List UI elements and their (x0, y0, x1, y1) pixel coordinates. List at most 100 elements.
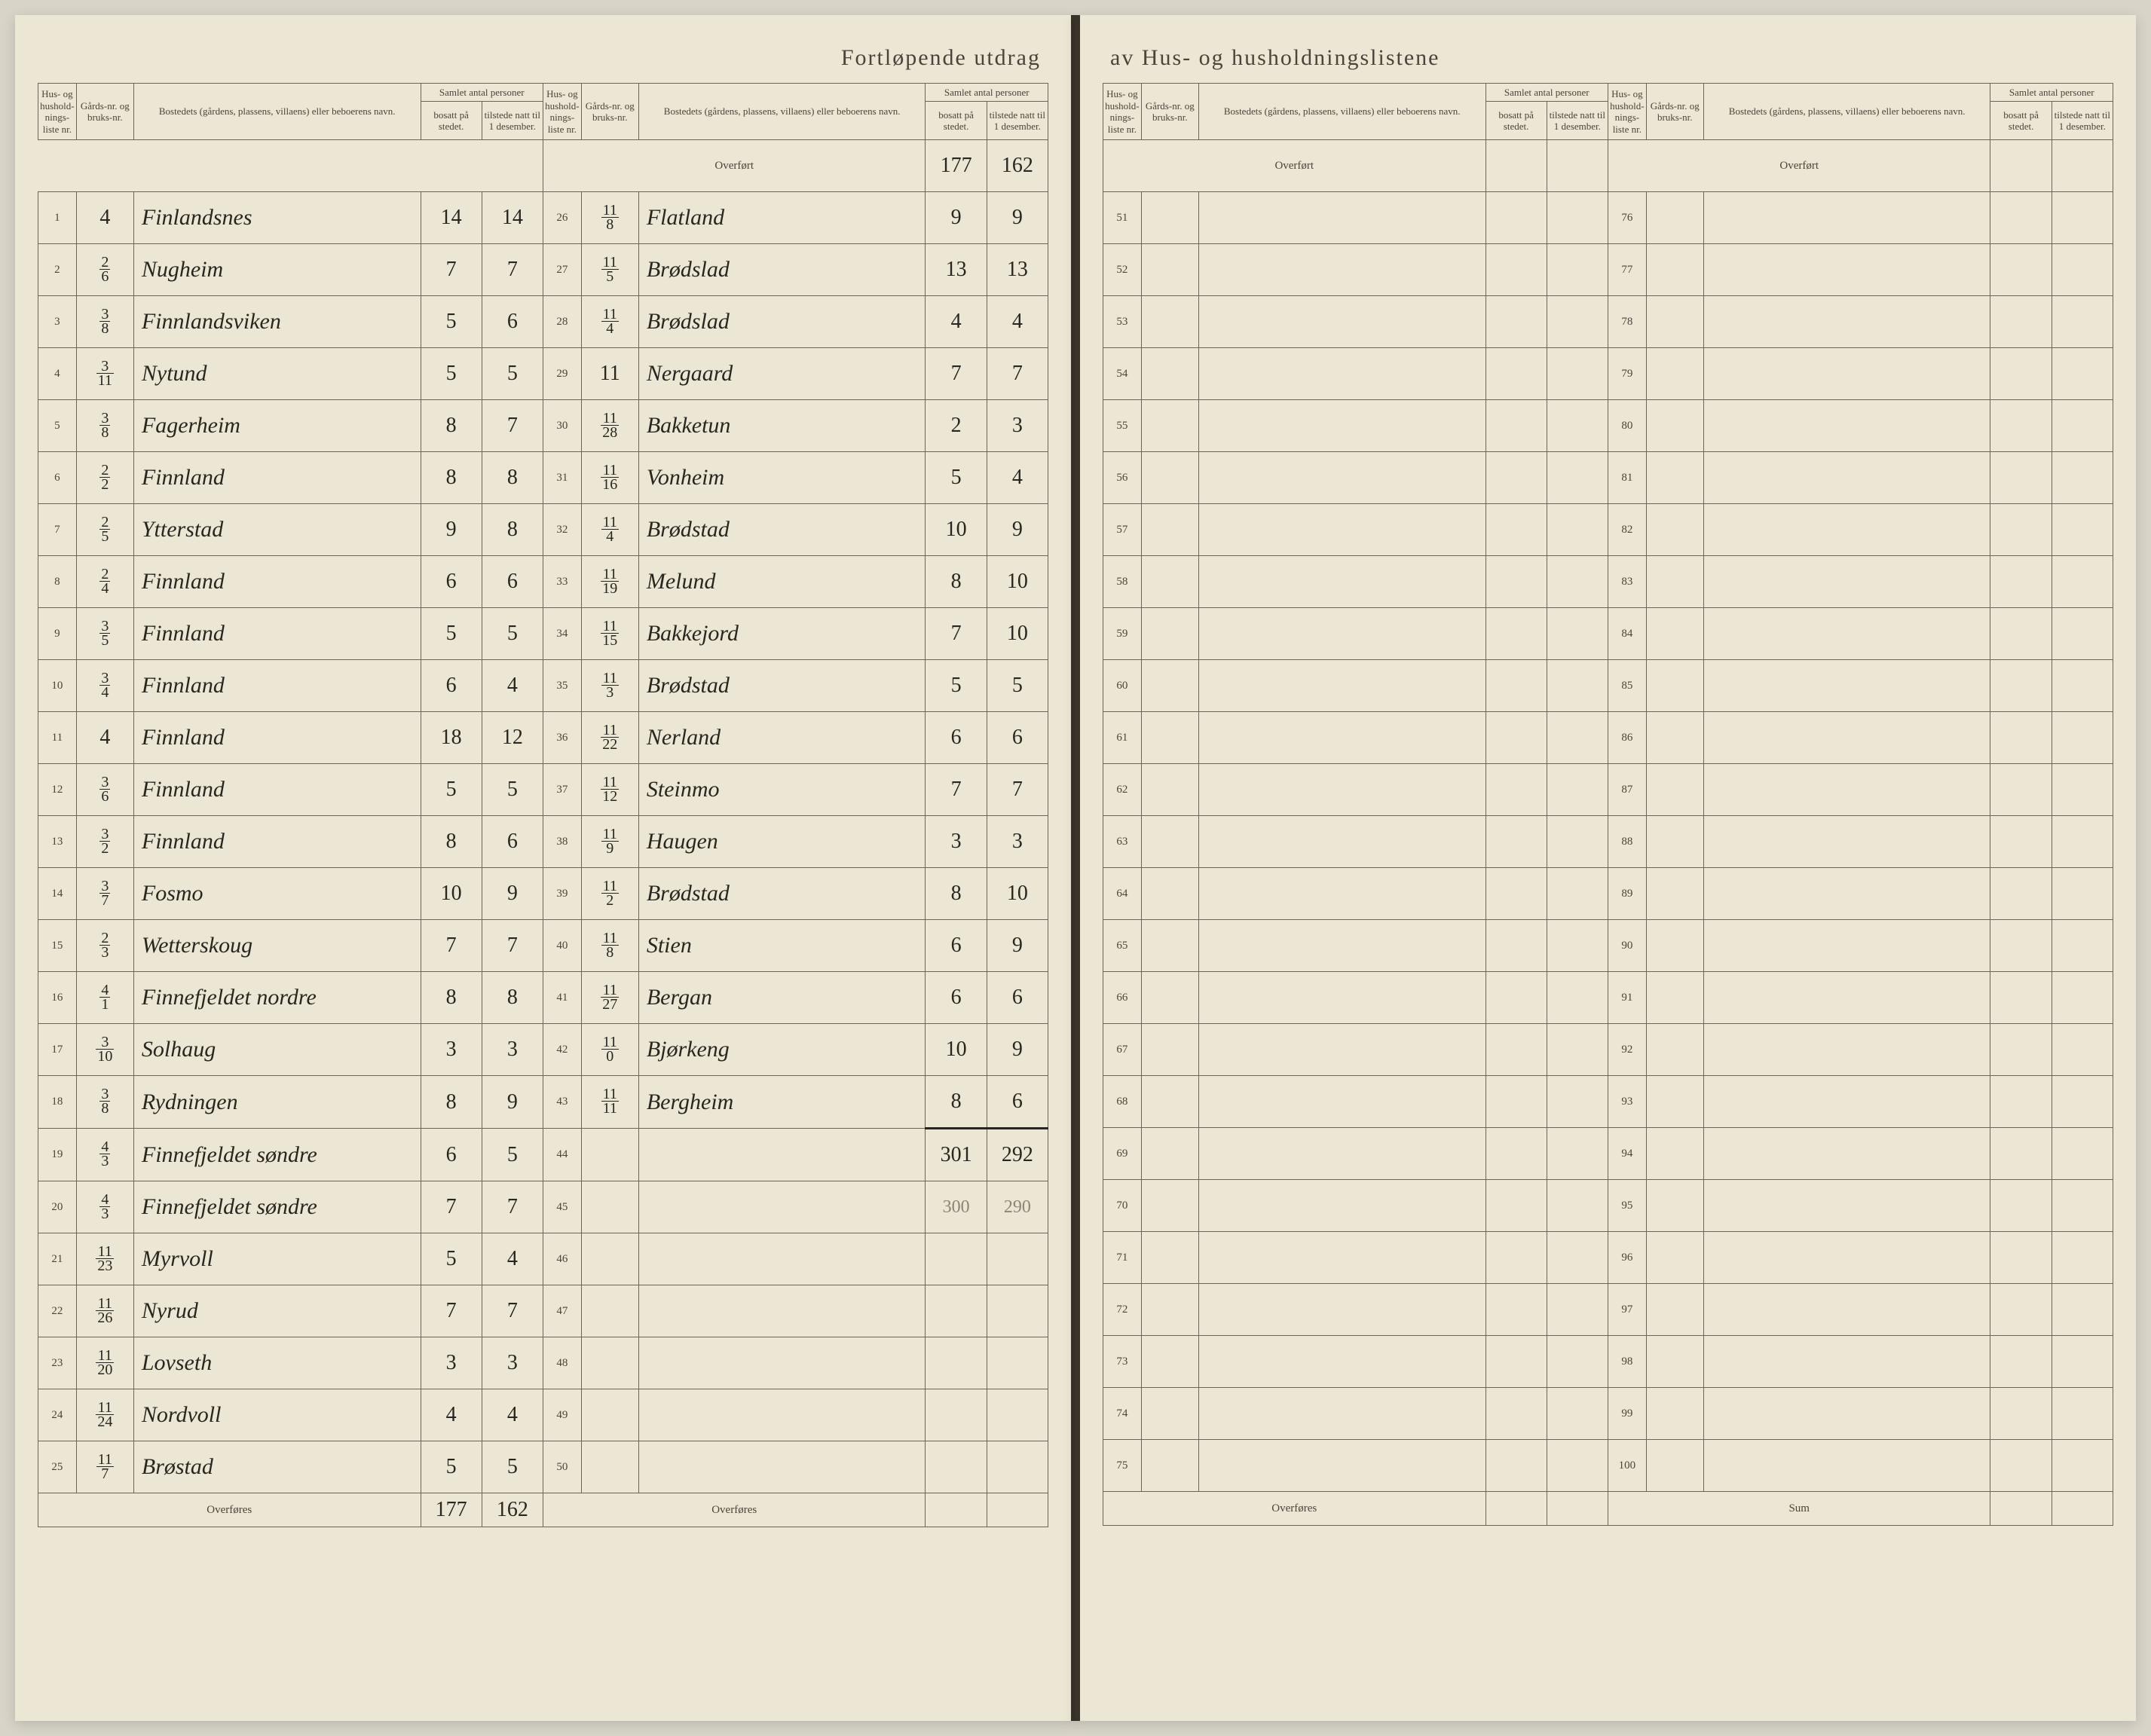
cell-bosatt (1486, 504, 1547, 556)
cell-tilstede (2052, 400, 2113, 452)
page-title-left: Fortløpende utdrag (841, 45, 1041, 71)
table-row: 5277 (1103, 244, 2113, 296)
cell-gard (1646, 1024, 1703, 1076)
cell-nr: 31 (543, 452, 581, 504)
overfort-label: Overført (543, 140, 926, 192)
cell-bosatt (1990, 712, 2052, 764)
cell-name: Flatland (638, 192, 926, 244)
cell-gard (1141, 1336, 1198, 1388)
cell-bosatt (1990, 1440, 2052, 1492)
cell-gard (1141, 1024, 1198, 1076)
cell-name (1198, 296, 1486, 348)
cell-nr: 55 (1103, 400, 1142, 452)
cell-tilstede (1547, 1024, 1608, 1076)
table-row: 6388 (1103, 816, 2113, 868)
cell-bosatt: 13 (926, 244, 987, 296)
cell-tilstede (1547, 920, 1608, 972)
overfort-bosatt (1486, 140, 1547, 192)
cell-name: Nytund (133, 348, 421, 400)
cell-tilstede (1547, 348, 1608, 400)
cell-nr: 46 (543, 1233, 581, 1285)
cell-tilstede (1547, 1336, 1608, 1388)
table-row: 824Finnland66331119Melund810 (38, 556, 1048, 608)
cell-tilstede: 9 (482, 1076, 543, 1129)
cell-nr: 72 (1103, 1284, 1142, 1336)
cell-gard: 38 (76, 400, 133, 452)
cell-gard (1646, 608, 1703, 660)
hdr-bosatt: bosatt på stedet. (421, 101, 482, 139)
cell-nr: 68 (1103, 1076, 1142, 1128)
table-row: 2043Finnefjeldet søndre7745300290 (38, 1181, 1048, 1233)
cell-tilstede (2052, 972, 2113, 1024)
cell-gard: 118 (581, 192, 638, 244)
table-row: 1641Finnefjeldet nordre88411127Bergan66 (38, 972, 1048, 1024)
table-row: 7196 (1103, 1232, 2113, 1284)
cell-tilstede (2052, 556, 2113, 608)
cell-gard: 310 (76, 1024, 133, 1076)
cell-tilstede (1547, 244, 1608, 296)
cell-gard: 11 (581, 348, 638, 400)
cell-bosatt: 6 (926, 920, 987, 972)
cell-nr: 24 (38, 1389, 77, 1441)
cell-gard: 43 (76, 1181, 133, 1233)
cell-nr: 36 (543, 712, 581, 764)
cell-tilstede: 6 (987, 972, 1048, 1024)
cell-gard (1141, 1076, 1198, 1128)
cell-gard: 23 (76, 920, 133, 972)
cell-bosatt (1486, 712, 1547, 764)
cell-gard (1646, 764, 1703, 816)
cell-nr: 79 (1608, 348, 1646, 400)
cell-bosatt (1990, 504, 2052, 556)
cell-nr: 9 (38, 608, 77, 660)
table-row: 6186 (1103, 712, 2113, 764)
overfores-bosatt: 177 (421, 1493, 482, 1527)
cell-name: Bakkejord (638, 608, 926, 660)
cell-gard: 38 (76, 296, 133, 348)
table-header: Hus- og hushold-nings-liste nr. Gårds-nr… (1103, 84, 2113, 140)
cell-bosatt: 7 (926, 348, 987, 400)
cell-nr: 78 (1608, 296, 1646, 348)
cell-gard (1141, 296, 1198, 348)
cell-tilstede (987, 1285, 1048, 1337)
cell-tilstede: 9 (987, 920, 1048, 972)
cell-tilstede: 6 (987, 1076, 1048, 1129)
cell-name (1198, 712, 1486, 764)
cell-name (1198, 1284, 1486, 1336)
cell-name: Finnefjeldet søndre (133, 1129, 421, 1181)
cell-bosatt (1486, 296, 1547, 348)
cell-name: Finnland (133, 764, 421, 816)
cell-name (1703, 556, 1990, 608)
cell-gard (1141, 608, 1198, 660)
cell-gard: 32 (76, 816, 133, 868)
cell-nr: 52 (1103, 244, 1142, 296)
cell-nr: 89 (1608, 868, 1646, 920)
cell-tilstede: 7 (482, 1285, 543, 1337)
cell-nr: 92 (1608, 1024, 1646, 1076)
overfort-row: OverførtOverført (1103, 140, 2113, 192)
cell-name: Nordvoll (133, 1389, 421, 1441)
cell-name (1198, 1440, 1486, 1492)
cell-bosatt (1486, 920, 1547, 972)
cell-name: Finnlandsviken (133, 296, 421, 348)
cell-gard (1141, 192, 1198, 244)
cell-gard (1646, 868, 1703, 920)
cell-bosatt (1486, 1284, 1547, 1336)
cell-nr: 33 (543, 556, 581, 608)
cell-name (638, 1233, 926, 1285)
cell-name: Stien (638, 920, 926, 972)
cell-bosatt (1990, 816, 2052, 868)
cell-gard (1141, 1440, 1198, 1492)
hdr-group: Samlet antal personer (926, 84, 1048, 102)
cell-nr: 74 (1103, 1388, 1142, 1440)
cell-gard: 112 (581, 868, 638, 920)
cell-nr: 56 (1103, 452, 1142, 504)
cell-bosatt: 7 (421, 920, 482, 972)
cell-tilstede (1547, 1180, 1608, 1232)
cell-gard: 114 (581, 296, 638, 348)
cell-nr: 87 (1608, 764, 1646, 816)
cell-name (638, 1337, 926, 1389)
cell-gard (581, 1181, 638, 1233)
cell-name (1198, 868, 1486, 920)
hdr-liste-nr: Hus- og hushold-nings-liste nr. (1608, 84, 1646, 140)
ledger-table-right: Hus- og hushold-nings-liste nr. Gårds-nr… (1103, 83, 2113, 1526)
